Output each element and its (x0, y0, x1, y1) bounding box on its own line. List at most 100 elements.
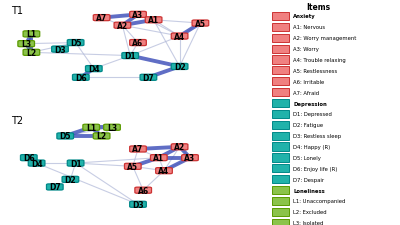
FancyBboxPatch shape (272, 24, 289, 32)
FancyBboxPatch shape (130, 146, 146, 152)
FancyBboxPatch shape (272, 99, 289, 108)
Text: D5: Lonely: D5: Lonely (293, 155, 321, 160)
Text: D6: Enjoy life (R): D6: Enjoy life (R) (293, 166, 338, 171)
Text: L1: L1 (26, 30, 36, 39)
Text: D4: D4 (31, 159, 42, 168)
Text: A7: Afraid: A7: Afraid (293, 90, 319, 95)
FancyBboxPatch shape (93, 133, 110, 139)
Text: L3: Isolated: L3: Isolated (293, 220, 324, 225)
Text: L1: L1 (86, 123, 96, 132)
Text: D7: D7 (142, 73, 154, 82)
FancyBboxPatch shape (122, 53, 138, 59)
FancyBboxPatch shape (150, 155, 167, 161)
Text: D4: D4 (88, 65, 100, 74)
Text: A4: A4 (174, 32, 185, 41)
Text: T2: T2 (10, 116, 23, 126)
Text: A7: A7 (96, 14, 107, 23)
Text: L2: Excluded: L2: Excluded (293, 209, 327, 214)
Text: A1: A1 (153, 153, 164, 162)
Text: A5: A5 (127, 162, 138, 171)
Text: A3: Worry: A3: Worry (293, 47, 319, 52)
FancyBboxPatch shape (23, 50, 40, 56)
FancyBboxPatch shape (272, 154, 289, 162)
FancyBboxPatch shape (272, 110, 289, 118)
FancyBboxPatch shape (171, 64, 188, 70)
FancyBboxPatch shape (52, 47, 68, 53)
Text: A4: Trouble relaxing: A4: Trouble relaxing (293, 58, 346, 63)
Text: A2: A2 (174, 143, 185, 152)
Text: A1: Nervous: A1: Nervous (293, 25, 325, 30)
Text: D5: D5 (70, 39, 81, 48)
FancyBboxPatch shape (130, 12, 146, 18)
FancyBboxPatch shape (272, 78, 289, 86)
Text: D7: Despair: D7: Despair (293, 177, 324, 182)
Text: A6: Irritable: A6: Irritable (293, 79, 324, 84)
Text: D1: Depressed: D1: Depressed (293, 112, 332, 117)
FancyBboxPatch shape (272, 208, 289, 216)
Text: A3: A3 (184, 153, 196, 162)
Text: Anxiety: Anxiety (293, 14, 316, 19)
Text: D2: Fatigue: D2: Fatigue (293, 123, 323, 128)
FancyBboxPatch shape (93, 16, 110, 22)
Text: D3: Restless sleep: D3: Restless sleep (293, 134, 341, 139)
FancyBboxPatch shape (171, 144, 188, 150)
Text: A3: A3 (132, 11, 144, 20)
Text: L1: Unaccompanied: L1: Unaccompanied (293, 199, 346, 204)
Text: D7: D7 (49, 183, 61, 192)
FancyBboxPatch shape (57, 133, 74, 139)
Text: D5: D5 (60, 132, 71, 141)
Text: A6: A6 (132, 39, 144, 48)
FancyBboxPatch shape (23, 32, 40, 38)
FancyBboxPatch shape (272, 197, 289, 205)
FancyBboxPatch shape (83, 125, 100, 131)
FancyBboxPatch shape (272, 143, 289, 151)
FancyBboxPatch shape (67, 40, 84, 46)
FancyBboxPatch shape (272, 219, 289, 225)
FancyBboxPatch shape (62, 177, 79, 182)
FancyBboxPatch shape (130, 201, 146, 207)
FancyBboxPatch shape (86, 66, 102, 72)
Text: D4: Happy (R): D4: Happy (R) (293, 144, 330, 149)
Text: D1: D1 (70, 159, 82, 168)
FancyBboxPatch shape (18, 41, 34, 47)
Text: L2: L2 (96, 132, 107, 141)
FancyBboxPatch shape (114, 23, 131, 29)
FancyBboxPatch shape (272, 34, 289, 43)
Text: D3: D3 (54, 45, 66, 54)
FancyBboxPatch shape (272, 164, 289, 173)
FancyBboxPatch shape (67, 160, 84, 166)
Text: D3: D3 (132, 200, 144, 209)
Text: D6: D6 (75, 73, 87, 82)
Text: A1: A1 (148, 16, 159, 25)
FancyBboxPatch shape (104, 125, 120, 131)
Text: L3: L3 (107, 123, 117, 132)
Text: D2: D2 (174, 63, 186, 72)
FancyBboxPatch shape (272, 175, 289, 183)
Text: A5: A5 (195, 19, 206, 28)
FancyBboxPatch shape (46, 184, 63, 190)
FancyBboxPatch shape (171, 34, 188, 40)
Text: L3: L3 (21, 40, 31, 49)
FancyBboxPatch shape (124, 164, 141, 170)
FancyBboxPatch shape (272, 132, 289, 140)
Text: D1: D1 (124, 52, 136, 61)
Text: Items: Items (306, 3, 330, 12)
FancyBboxPatch shape (28, 160, 45, 166)
Text: L2: L2 (26, 49, 36, 58)
FancyBboxPatch shape (182, 155, 198, 161)
FancyBboxPatch shape (272, 186, 289, 194)
FancyBboxPatch shape (272, 13, 289, 21)
Text: A5: Restlessness: A5: Restlessness (293, 69, 337, 74)
Text: D2: D2 (64, 175, 76, 184)
FancyBboxPatch shape (272, 45, 289, 53)
Text: Loneliness: Loneliness (293, 188, 325, 193)
Text: A2: Worry management: A2: Worry management (293, 36, 356, 41)
Text: A7: A7 (132, 145, 144, 154)
FancyBboxPatch shape (272, 121, 289, 129)
FancyBboxPatch shape (272, 56, 289, 64)
FancyBboxPatch shape (272, 67, 289, 75)
Text: T1: T1 (10, 6, 22, 16)
Text: A2: A2 (117, 22, 128, 31)
FancyBboxPatch shape (192, 21, 209, 27)
FancyBboxPatch shape (135, 187, 152, 193)
